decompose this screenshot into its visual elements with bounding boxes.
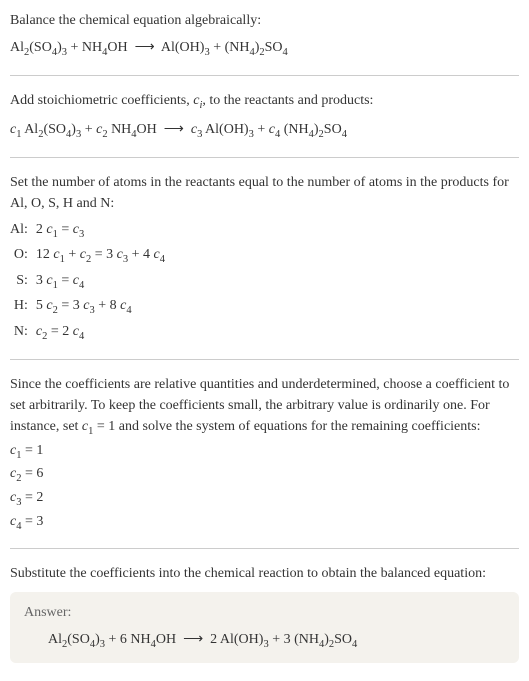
coef-item: c4 = 3 [10, 511, 519, 535]
divider [10, 75, 519, 76]
answer-equation: Al2(SO4)3 + 6 NH4OH ⟶ 2 Al(OH)3 + 3 (NH4… [24, 629, 505, 653]
atom-row: S:3 c1 = c4 [10, 269, 171, 295]
atom-row: O:12 c1 + c2 = 3 c3 + 4 c4 [10, 243, 171, 269]
intro-equation: Al2(SO4)3 + NH4OH ⟶ Al(OH)3 + (NH4)2SO4 [10, 37, 519, 61]
final-section: Substitute the coefficients into the che… [10, 563, 519, 663]
stoich-text: Add stoichiometric coefficients, ci, to … [10, 90, 519, 114]
coef-item: c2 = 6 [10, 463, 519, 487]
solve-text: Since the coefficients are relative quan… [10, 374, 519, 440]
atom-element: O: [10, 243, 36, 269]
atom-element: H: [10, 294, 36, 320]
answer-label: Answer: [24, 602, 505, 623]
stoich-section: Add stoichiometric coefficients, ci, to … [10, 90, 519, 143]
atom-element: N: [10, 320, 36, 346]
divider [10, 157, 519, 158]
intro-section: Balance the chemical equation algebraica… [10, 10, 519, 61]
final-text: Substitute the coefficients into the che… [10, 563, 519, 584]
intro-text: Balance the chemical equation algebraica… [10, 10, 519, 31]
coef-item: c3 = 2 [10, 487, 519, 511]
atom-element: Al: [10, 218, 36, 244]
stoich-equation: c1 Al2(SO4)3 + c2 NH4OH ⟶ c3 Al(OH)3 + c… [10, 119, 519, 143]
atom-equation: 5 c2 = 3 c3 + 8 c4 [36, 294, 171, 320]
divider [10, 359, 519, 360]
atom-row: H:5 c2 = 3 c3 + 8 c4 [10, 294, 171, 320]
coef-list: c1 = 1c2 = 6c3 = 2c4 = 3 [10, 440, 519, 534]
divider [10, 548, 519, 549]
solve-section: Since the coefficients are relative quan… [10, 374, 519, 534]
atom-equation: 12 c1 + c2 = 3 c3 + 4 c4 [36, 243, 171, 269]
atom-equation: 2 c1 = c3 [36, 218, 171, 244]
coef-item: c1 = 1 [10, 440, 519, 464]
answer-box: Answer: Al2(SO4)3 + 6 NH4OH ⟶ 2 Al(OH)3 … [10, 592, 519, 663]
atoms-section: Set the number of atoms in the reactants… [10, 172, 519, 346]
atoms-table-body: Al:2 c1 = c3O:12 c1 + c2 = 3 c3 + 4 c4S:… [10, 218, 171, 346]
atom-equation: c2 = 2 c4 [36, 320, 171, 346]
atom-element: S: [10, 269, 36, 295]
atom-row: N:c2 = 2 c4 [10, 320, 171, 346]
atom-row: Al:2 c1 = c3 [10, 218, 171, 244]
atoms-intro: Set the number of atoms in the reactants… [10, 172, 519, 214]
atoms-table: Al:2 c1 = c3O:12 c1 + c2 = 3 c3 + 4 c4S:… [10, 218, 171, 346]
atom-equation: 3 c1 = c4 [36, 269, 171, 295]
